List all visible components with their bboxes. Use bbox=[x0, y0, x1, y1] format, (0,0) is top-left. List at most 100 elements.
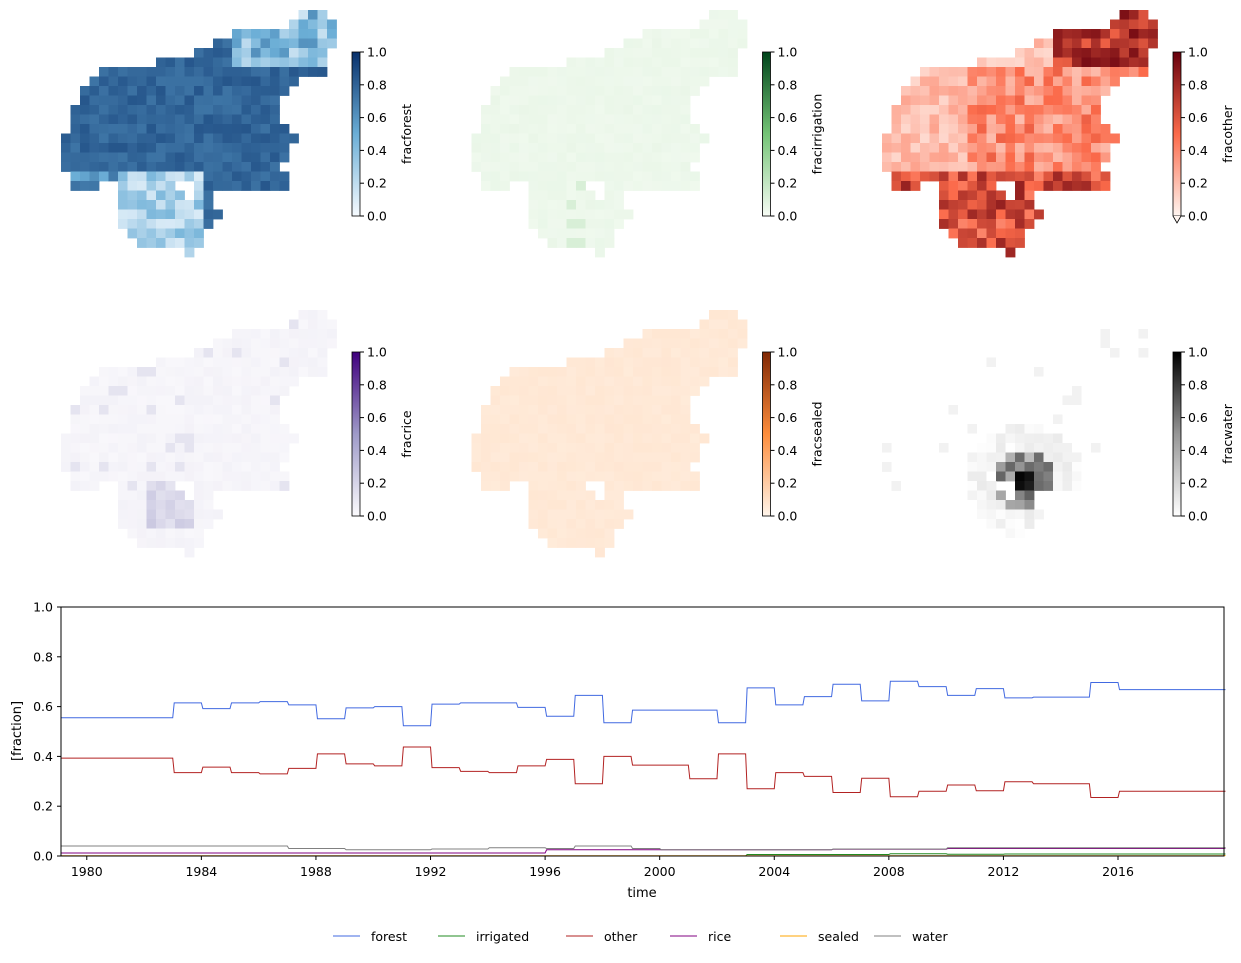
map-cell bbox=[204, 219, 214, 229]
map-cell bbox=[624, 77, 634, 87]
map-cell bbox=[270, 153, 280, 163]
map-cell bbox=[987, 229, 997, 239]
map-cell bbox=[652, 48, 662, 58]
map-cell bbox=[1072, 329, 1082, 339]
y-axis-label: [fraction] bbox=[10, 701, 25, 761]
map-cell bbox=[709, 58, 719, 68]
map-cell bbox=[166, 162, 176, 172]
map-cell bbox=[1063, 434, 1073, 444]
map-cell bbox=[1063, 172, 1073, 182]
map-cell bbox=[930, 77, 940, 87]
map-cell bbox=[80, 153, 90, 163]
map-cell bbox=[481, 181, 491, 191]
map-cell bbox=[1025, 162, 1035, 172]
map-cell bbox=[576, 462, 586, 472]
map-cell bbox=[491, 86, 501, 96]
map-cell bbox=[1006, 134, 1016, 144]
map-cell bbox=[968, 443, 978, 453]
map-cell bbox=[662, 86, 672, 96]
map-cell bbox=[576, 481, 586, 491]
map-cell bbox=[308, 48, 318, 58]
map-cell bbox=[194, 115, 204, 125]
map-cell bbox=[156, 500, 166, 510]
map-cell bbox=[901, 443, 911, 453]
map-cell bbox=[308, 367, 318, 377]
map-cell bbox=[118, 191, 128, 201]
map-cell bbox=[595, 510, 605, 520]
map-cell bbox=[299, 10, 309, 20]
map-cell bbox=[643, 134, 653, 144]
map-cell bbox=[223, 377, 233, 387]
map-cell bbox=[567, 162, 577, 172]
map-cell bbox=[491, 462, 501, 472]
map-cell bbox=[1044, 153, 1054, 163]
map-cell bbox=[1082, 453, 1092, 463]
map-cell bbox=[194, 219, 204, 229]
map-cell bbox=[519, 453, 529, 463]
map-cell bbox=[251, 134, 261, 144]
map-cell bbox=[643, 472, 653, 482]
map-cell bbox=[538, 86, 548, 96]
map-cell bbox=[1082, 348, 1092, 358]
map-cell bbox=[977, 443, 987, 453]
map-cell bbox=[738, 320, 748, 330]
map-cell bbox=[1015, 396, 1025, 406]
map-cell bbox=[251, 348, 261, 358]
map-cell bbox=[567, 491, 577, 501]
map-cell bbox=[643, 405, 653, 415]
colorbar-label: fracwater bbox=[1220, 403, 1235, 464]
map-cell bbox=[557, 519, 567, 529]
map-cell bbox=[529, 124, 539, 134]
map-cell bbox=[223, 105, 233, 115]
map-cell bbox=[1053, 143, 1063, 153]
map-cell bbox=[1015, 162, 1025, 172]
map-cell bbox=[901, 153, 911, 163]
map-cell bbox=[700, 320, 710, 330]
map-cell bbox=[968, 500, 978, 510]
map-cell bbox=[1139, 367, 1149, 377]
map-cell bbox=[500, 86, 510, 96]
map-cell bbox=[194, 510, 204, 520]
map-cell bbox=[1101, 153, 1111, 163]
map-cell bbox=[61, 143, 71, 153]
map-cell bbox=[175, 500, 185, 510]
map-cell bbox=[557, 162, 567, 172]
map-cell bbox=[1044, 96, 1054, 106]
map-cell bbox=[1072, 134, 1082, 144]
map-cell bbox=[709, 310, 719, 320]
map-cell bbox=[996, 124, 1006, 134]
map-cell bbox=[700, 67, 710, 77]
map-cell bbox=[99, 472, 109, 482]
map-cell bbox=[605, 115, 615, 125]
map-cell bbox=[968, 462, 978, 472]
map-cell bbox=[318, 29, 328, 39]
map-cell bbox=[892, 162, 902, 172]
map-cell bbox=[586, 434, 596, 444]
map-cell bbox=[1129, 20, 1139, 30]
map-cell bbox=[1091, 105, 1101, 115]
map-cell bbox=[681, 48, 691, 58]
map-cell bbox=[223, 143, 233, 153]
map-cell bbox=[576, 210, 586, 220]
map-cell bbox=[538, 181, 548, 191]
map-cell bbox=[491, 172, 501, 182]
map-cell bbox=[166, 124, 176, 134]
map-cell bbox=[1034, 481, 1044, 491]
map-cell bbox=[595, 229, 605, 239]
map-cell bbox=[71, 472, 81, 482]
map-cell bbox=[1139, 329, 1149, 339]
map-cell bbox=[147, 481, 157, 491]
map-cell bbox=[1044, 367, 1054, 377]
map-cell bbox=[709, 29, 719, 39]
map-cell bbox=[1091, 39, 1101, 49]
map-cell bbox=[949, 105, 959, 115]
map-cell bbox=[1053, 39, 1063, 49]
map-cell bbox=[920, 472, 930, 482]
map-cell bbox=[1091, 415, 1101, 425]
legend-label: other bbox=[604, 929, 638, 944]
map-cell bbox=[605, 396, 615, 406]
map-cell bbox=[128, 519, 138, 529]
map-cell bbox=[147, 210, 157, 220]
map-cell bbox=[1006, 210, 1016, 220]
map-cell bbox=[1053, 153, 1063, 163]
